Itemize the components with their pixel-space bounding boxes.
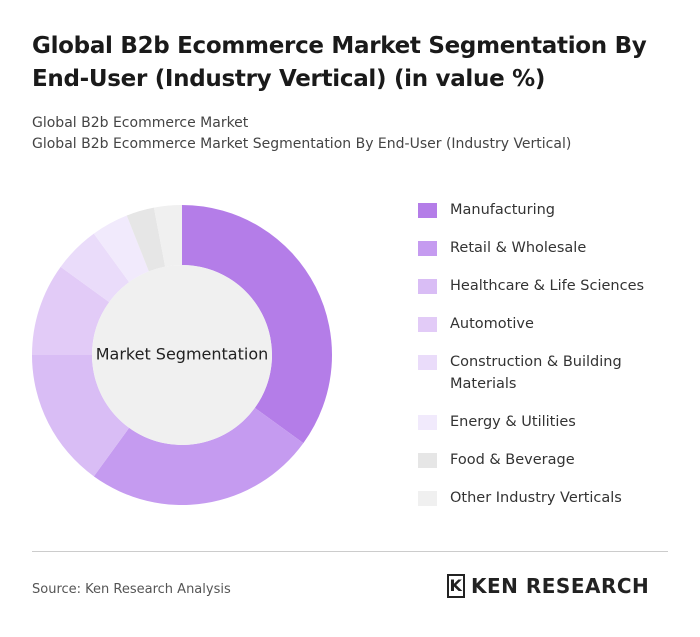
logo-text: KEN RESEARCH	[471, 574, 650, 598]
donut-slice	[32, 355, 130, 477]
donut-slice	[126, 207, 166, 272]
legend-swatch	[418, 279, 437, 294]
legend-label: Construction & Building Materials	[450, 354, 622, 392]
source: Source: Ken Research Analysis	[32, 582, 231, 597]
legend-item: Food & Beverage	[418, 449, 658, 471]
legend-swatch	[418, 415, 437, 430]
legend-label: Automotive	[450, 316, 534, 332]
subtitles: Global B2b Ecommerce Market Global B2b E…	[32, 113, 571, 155]
legend-item: Automotive	[418, 313, 658, 335]
legend-item: Manufacturing	[418, 199, 658, 221]
logo: K KEN RESEARCH	[447, 574, 649, 598]
legend-swatch	[418, 241, 437, 256]
legend-label: Retail & Wholesale	[450, 240, 587, 256]
legend-item: Energy & Utilities	[418, 411, 658, 433]
legend-swatch	[418, 453, 437, 468]
legend-swatch	[418, 317, 437, 332]
legend: Manufacturing Retail & Wholesale Healthcar…	[418, 199, 658, 525]
subtitle: Global B2b Ecommerce Market	[32, 115, 249, 131]
donut-slice	[93, 215, 149, 283]
legend-item: Construction & Building Materials	[418, 351, 658, 395]
legend-item: Healthcare & Life Sciences	[418, 275, 658, 297]
center-label: Market Segmentation	[96, 345, 269, 364]
donut-slice	[93, 407, 304, 505]
legend-swatch	[418, 203, 437, 218]
legend-label: Energy & Utilities	[450, 414, 576, 430]
donut-slice	[153, 205, 182, 267]
donut-slice	[32, 266, 110, 355]
legend-item: Other Industry Verticals	[418, 487, 658, 509]
donut-hole	[92, 265, 272, 445]
legend-swatch	[418, 491, 437, 506]
divider	[32, 551, 668, 552]
donut-slice	[60, 233, 130, 303]
legend-label: Manufacturing	[450, 202, 555, 218]
subtitle: Global B2b Ecommerce Market Segmentation…	[32, 136, 572, 152]
logo-mark: K	[447, 574, 465, 598]
legend-swatch	[418, 355, 437, 370]
donut-slice	[182, 205, 332, 444]
chart-title: Global B2b Ecommerce Market Segmentation…	[32, 33, 647, 92]
legend-label: Food & Beverage	[450, 452, 575, 468]
legend-label: Other Industry Verticals	[450, 490, 622, 506]
legend-item: Retail & Wholesale	[418, 237, 658, 259]
legend-label: Healthcare & Life Sciences	[450, 278, 645, 294]
